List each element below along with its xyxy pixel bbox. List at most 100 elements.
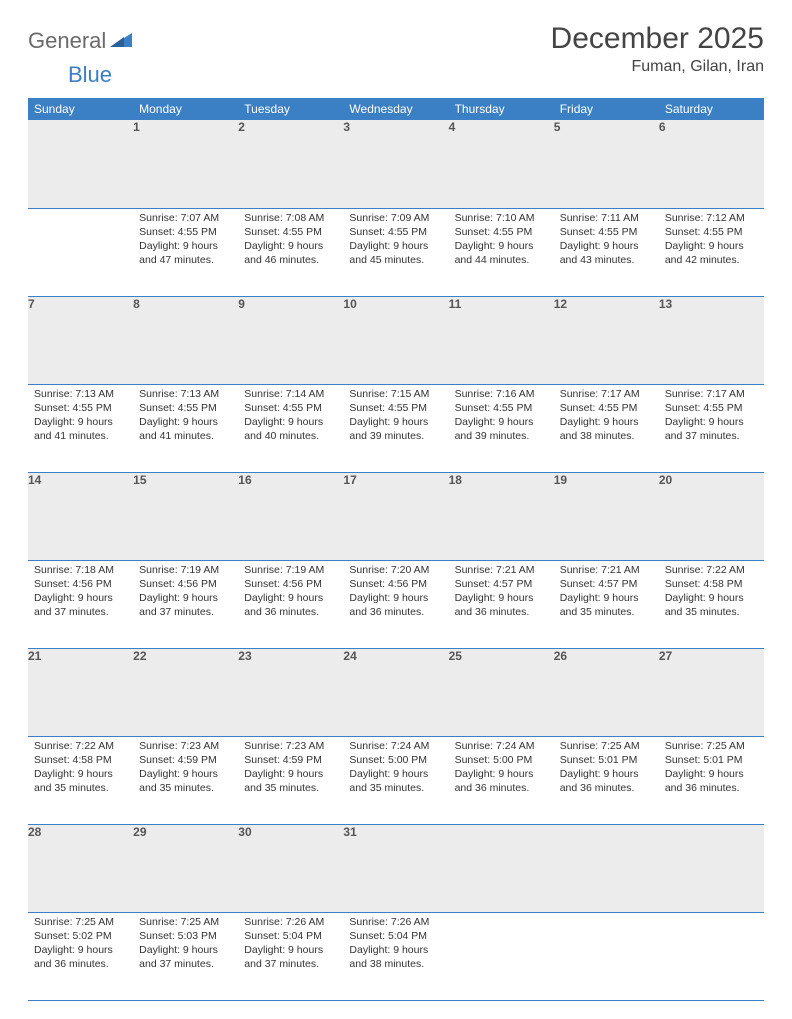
- day-body-cell: [554, 912, 659, 1000]
- weekday-header-cell: Wednesday: [343, 98, 448, 120]
- day-body-cell: Sunrise: 7:26 AMSunset: 5:04 PMDaylight:…: [343, 912, 448, 1000]
- day-number-cell: 27: [659, 648, 764, 736]
- day-details: Sunrise: 7:22 AMSunset: 4:58 PMDaylight:…: [659, 561, 764, 626]
- day-body-cell: Sunrise: 7:19 AMSunset: 4:56 PMDaylight:…: [133, 560, 238, 648]
- sunrise-line: Sunrise: 7:20 AM: [349, 563, 442, 577]
- day-number-cell: 12: [554, 296, 659, 384]
- day-body-cell: Sunrise: 7:24 AMSunset: 5:00 PMDaylight:…: [449, 736, 554, 824]
- day-details: Sunrise: 7:25 AMSunset: 5:02 PMDaylight:…: [28, 913, 133, 978]
- daylight-line: Daylight: 9 hours and 35 minutes.: [349, 767, 442, 795]
- day-details: Sunrise: 7:11 AMSunset: 4:55 PMDaylight:…: [554, 209, 659, 274]
- daylight-line: Daylight: 9 hours and 35 minutes.: [665, 591, 758, 619]
- sunset-line: Sunset: 4:56 PM: [34, 577, 127, 591]
- day-details: Sunrise: 7:15 AMSunset: 4:55 PMDaylight:…: [343, 385, 448, 450]
- day-body-cell: Sunrise: 7:14 AMSunset: 4:55 PMDaylight:…: [238, 384, 343, 472]
- day-body-cell: Sunrise: 7:20 AMSunset: 4:56 PMDaylight:…: [343, 560, 448, 648]
- sunrise-line: Sunrise: 7:26 AM: [349, 915, 442, 929]
- day-body-cell: Sunrise: 7:25 AMSunset: 5:01 PMDaylight:…: [659, 736, 764, 824]
- day-details: Sunrise: 7:13 AMSunset: 4:55 PMDaylight:…: [28, 385, 133, 450]
- sunset-line: Sunset: 4:56 PM: [139, 577, 232, 591]
- daylight-line: Daylight: 9 hours and 39 minutes.: [349, 415, 442, 443]
- sunset-line: Sunset: 5:00 PM: [349, 753, 442, 767]
- sunset-line: Sunset: 5:02 PM: [34, 929, 127, 943]
- daylight-line: Daylight: 9 hours and 43 minutes.: [560, 239, 653, 267]
- daylight-line: Daylight: 9 hours and 45 minutes.: [349, 239, 442, 267]
- day-details: Sunrise: 7:21 AMSunset: 4:57 PMDaylight:…: [554, 561, 659, 626]
- daylight-line: Daylight: 9 hours and 36 minutes.: [665, 767, 758, 795]
- sunset-line: Sunset: 4:58 PM: [34, 753, 127, 767]
- day-body-cell: Sunrise: 7:17 AMSunset: 4:55 PMDaylight:…: [659, 384, 764, 472]
- sunrise-line: Sunrise: 7:14 AM: [244, 387, 337, 401]
- sunset-line: Sunset: 4:58 PM: [665, 577, 758, 591]
- sunset-line: Sunset: 4:55 PM: [560, 401, 653, 415]
- sunset-line: Sunset: 5:04 PM: [349, 929, 442, 943]
- day-details: Sunrise: 7:25 AMSunset: 5:01 PMDaylight:…: [554, 737, 659, 802]
- day-details: Sunrise: 7:25 AMSunset: 5:01 PMDaylight:…: [659, 737, 764, 802]
- day-number-cell: 29: [133, 824, 238, 912]
- calendar-page: General December 2025 Fuman, Gilan, Iran…: [0, 0, 792, 1019]
- day-body-row: Sunrise: 7:25 AMSunset: 5:02 PM Daylight:…: [28, 912, 764, 1000]
- day-number-cell: [449, 824, 554, 912]
- daylight-line: Daylight: 9 hours and 38 minutes.: [349, 943, 442, 971]
- daylight-line: Daylight: 9 hours and 36 minutes.: [455, 767, 548, 795]
- sunrise-line: Sunrise: 7:25 AM: [34, 915, 127, 929]
- day-number-cell: 30: [238, 824, 343, 912]
- day-number-cell: 1: [133, 120, 238, 208]
- day-body-row: Sunrise: 7:07 AMSunset: 4:55 PMDaylight:…: [28, 208, 764, 296]
- day-number-cell: 28: [28, 824, 133, 912]
- day-details: Sunrise: 7:13 AMSunset: 4:55 PMDaylight:…: [133, 385, 238, 450]
- day-number-cell: 3: [343, 120, 448, 208]
- day-body-row: Sunrise: 7:22 AMSunset: 4:58 PMDaylight:…: [28, 736, 764, 824]
- weekday-header-cell: Saturday: [659, 98, 764, 120]
- day-body-cell: Sunrise: 7:25 AMSunset: 5:02 PMDaylight:…: [28, 912, 133, 1000]
- sunset-line: Sunset: 4:55 PM: [349, 401, 442, 415]
- day-body-cell: Sunrise: 7:09 AMSunset: 4:55 PMDaylight:…: [343, 208, 448, 296]
- day-number-cell: 15: [133, 472, 238, 560]
- day-body-cell: [28, 208, 133, 296]
- day-body-cell: Sunrise: 7:13 AMSunset: 4:55 PMDaylight:…: [28, 384, 133, 472]
- day-details: Sunrise: 7:17 AMSunset: 4:55 PMDaylight:…: [659, 385, 764, 450]
- daylight-line: Daylight: 9 hours and 47 minutes.: [139, 239, 232, 267]
- sunrise-line: Sunrise: 7:23 AM: [244, 739, 337, 753]
- day-number-cell: 17: [343, 472, 448, 560]
- day-number-cell: 19: [554, 472, 659, 560]
- day-number-cell: 10: [343, 296, 448, 384]
- weekday-header-cell: Friday: [554, 98, 659, 120]
- day-number-cell: 5: [554, 120, 659, 208]
- daylight-line: Daylight: 9 hours and 36 minutes.: [244, 591, 337, 619]
- sunset-line: Sunset: 4:55 PM: [34, 401, 127, 415]
- brand-logo: General: [28, 28, 134, 54]
- day-body-cell: Sunrise: 7:23 AMSunset: 4:59 PMDaylight:…: [238, 736, 343, 824]
- daylight-line: Daylight: 9 hours and 41 minutes.: [34, 415, 127, 443]
- day-number-cell: [659, 824, 764, 912]
- sunset-line: Sunset: 5:04 PM: [244, 929, 337, 943]
- day-number-row: 78910111213: [28, 296, 764, 384]
- day-number-cell: 18: [449, 472, 554, 560]
- day-number-cell: 7: [28, 296, 133, 384]
- day-body-cell: Sunrise: 7:26 AMSunset: 5:04 PMDaylight:…: [238, 912, 343, 1000]
- daylight-line: Daylight: 9 hours and 35 minutes.: [34, 767, 127, 795]
- day-body-cell: [659, 912, 764, 1000]
- sunrise-line: Sunrise: 7:08 AM: [244, 211, 337, 225]
- day-body-cell: Sunrise: 7:25 AMSunset: 5:01 PMDaylight:…: [554, 736, 659, 824]
- day-details: Sunrise: 7:10 AMSunset: 4:55 PMDaylight:…: [449, 209, 554, 274]
- day-body-cell: Sunrise: 7:10 AMSunset: 4:55 PMDaylight:…: [449, 208, 554, 296]
- sunrise-line: Sunrise: 7:13 AM: [139, 387, 232, 401]
- weekday-header-cell: Tuesday: [238, 98, 343, 120]
- weekday-header-cell: Monday: [133, 98, 238, 120]
- day-number-cell: 14: [28, 472, 133, 560]
- sunrise-line: Sunrise: 7:22 AM: [665, 563, 758, 577]
- day-body-cell: Sunrise: 7:12 AMSunset: 4:55 PMDaylight:…: [659, 208, 764, 296]
- sunrise-line: Sunrise: 7:19 AM: [244, 563, 337, 577]
- day-body-cell: Sunrise: 7:17 AMSunset: 4:55 PMDaylight:…: [554, 384, 659, 472]
- day-body-cell: Sunrise: 7:19 AMSunset: 4:56 PMDaylight:…: [238, 560, 343, 648]
- sunrise-line: Sunrise: 7:13 AM: [34, 387, 127, 401]
- day-details: Sunrise: 7:14 AMSunset: 4:55 PMDaylight:…: [238, 385, 343, 450]
- day-number-row: 123456: [28, 120, 764, 208]
- day-body-cell: Sunrise: 7:24 AMSunset: 5:00 PMDaylight:…: [343, 736, 448, 824]
- day-body-cell: Sunrise: 7:08 AMSunset: 4:55 PMDaylight:…: [238, 208, 343, 296]
- day-body-cell: Sunrise: 7:22 AMSunset: 4:58 PMDaylight:…: [28, 736, 133, 824]
- sunrise-line: Sunrise: 7:07 AM: [139, 211, 232, 225]
- daylight-line: Daylight: 9 hours and 35 minutes.: [244, 767, 337, 795]
- day-body-cell: Sunrise: 7:13 AMSunset: 4:55 PMDaylight:…: [133, 384, 238, 472]
